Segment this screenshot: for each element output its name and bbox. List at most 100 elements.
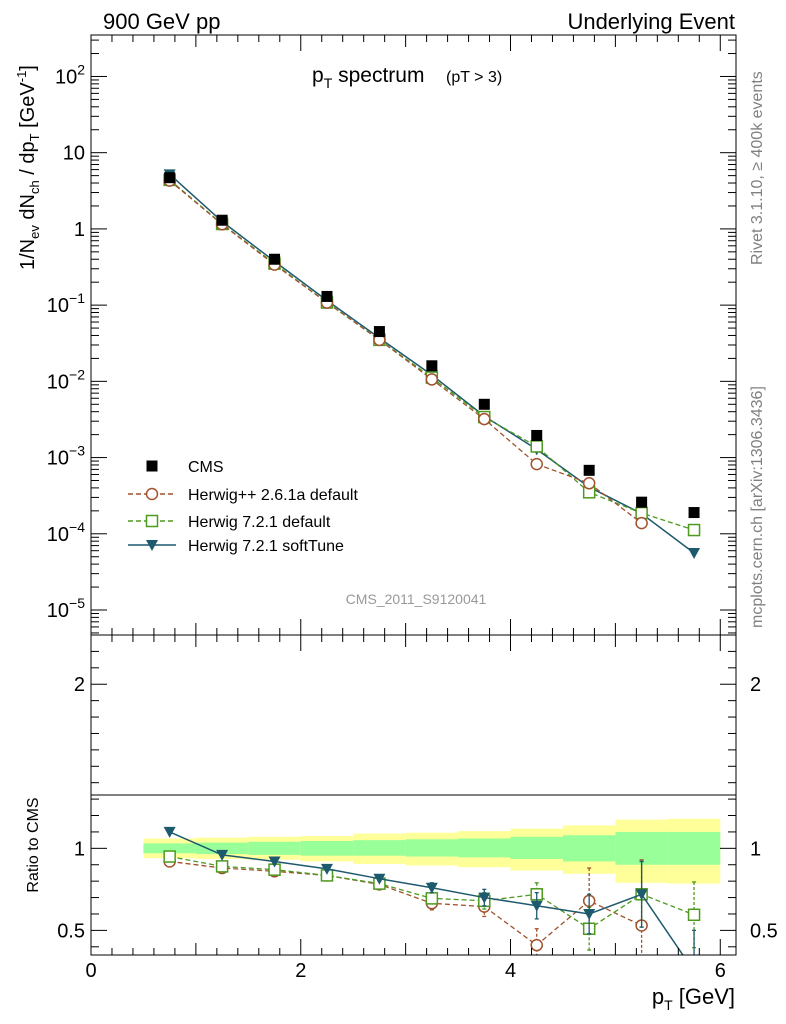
rivet-version-text: Rivet 3.1.10, ≥ 400k events xyxy=(749,71,766,265)
legend-entry-herwig-2-6-1a-default: Herwig++ 2.6.1a default xyxy=(128,487,358,504)
main-y-tick-label: 10−4 xyxy=(47,519,85,546)
green-band xyxy=(248,841,301,855)
data-point-cms xyxy=(164,172,176,184)
ratio-panel: 2 2 1 1 0.5 0.5 xyxy=(57,634,778,956)
data-point-herwig-2-6-1a-default xyxy=(530,457,543,471)
data-point-herwig-2-6-1a-default xyxy=(478,412,491,426)
series-herwig-7-2-1-default xyxy=(163,173,701,537)
legend-marker xyxy=(146,540,158,551)
header-right: Underlying Event xyxy=(567,9,735,34)
ratio-point-herwig-7-2-1-default xyxy=(687,908,701,922)
main-panel: 102 10 1 10−1 10−2 10−3 10−4 10−5 xyxy=(47,34,737,636)
x-tick-label: 4 xyxy=(505,960,516,982)
green-band xyxy=(458,838,511,858)
green-band xyxy=(143,843,196,854)
ratio-point-herwig-7-2-1-default xyxy=(425,892,439,905)
plot-title-cut: (pT > 3) xyxy=(446,69,502,86)
legend-label: Herwig++ 2.6.1a default xyxy=(188,487,358,504)
analysis-watermark: CMS_2011_S9120041 xyxy=(346,591,487,607)
ratio-line-herwig-2-6-1a-default xyxy=(169,860,642,946)
ratio-point-herwig-7-2-1-softtune xyxy=(163,826,176,838)
ratio-y-tick-label: 0.5 xyxy=(57,920,85,942)
x-tick-label: 2 xyxy=(295,960,306,982)
data-point-cms xyxy=(426,360,438,372)
ratio-point-herwig-7-2-1-default xyxy=(215,860,229,873)
main-y-tick-label: 102 xyxy=(55,61,85,88)
ratio-y-tick-label: 1 xyxy=(74,838,85,860)
legend-marker xyxy=(145,487,159,501)
ratio-y-tick-label: 2 xyxy=(74,674,85,696)
ratio-point-herwig-7-2-1-softtune xyxy=(216,849,229,861)
x-tick-label: 0 xyxy=(85,960,96,982)
data-point-cms xyxy=(583,464,595,476)
ratio-y-axis-label: Ratio to CMS xyxy=(25,797,42,892)
green-band xyxy=(562,835,616,862)
main-y-tick-label: 10−1 xyxy=(47,290,85,317)
data-point-herwig-2-6-1a-default xyxy=(635,516,648,530)
main-y-tick-label: 10 xyxy=(63,143,85,165)
series-line-herwig-7-2-1-default xyxy=(169,179,695,531)
ratio-series-herwig-7-2-1-softtune xyxy=(163,826,697,955)
x-tick-label: 6 xyxy=(715,960,726,982)
ratio-point-herwig-2-6-1a-default xyxy=(530,938,543,952)
main-y-tick-label: 10−5 xyxy=(47,595,85,622)
ratio-point-herwig-7-2-1-softtune xyxy=(583,908,596,920)
green-band xyxy=(510,836,563,859)
header-left: 900 GeV pp xyxy=(103,9,220,34)
ratio-uncertainty-bands xyxy=(143,818,721,884)
main-y-tick-label: 10−3 xyxy=(47,443,85,470)
ratio-point-herwig-7-2-1-default xyxy=(163,850,176,863)
ratio-point-herwig-7-2-1-softtune xyxy=(478,892,491,904)
ratio-point-herwig-7-2-1-softtune xyxy=(635,889,648,901)
ratio-point-herwig-7-2-1-softtune xyxy=(373,873,386,885)
main-y-tick-label: 1 xyxy=(74,219,85,241)
data-point-herwig-7-2-1-softtune xyxy=(688,547,701,559)
data-point-cms xyxy=(531,429,543,441)
main-series xyxy=(163,169,701,559)
series-herwig-2-6-1a-default xyxy=(163,174,648,530)
data-point-herwig-2-6-1a-default xyxy=(582,477,596,490)
legend-label: Herwig 7.2.1 softTune xyxy=(188,538,344,555)
data-point-cms xyxy=(373,326,385,338)
ratio-point-herwig-7-2-1-softtune xyxy=(425,882,438,894)
legend-entry-herwig-7-2-1-softtune: Herwig 7.2.1 softTune xyxy=(128,538,344,555)
green-band xyxy=(667,831,721,865)
legend-marker xyxy=(146,460,158,472)
data-point-herwig-7-2-1-default xyxy=(530,440,543,453)
data-point-herwig-2-6-1a-default xyxy=(425,373,439,386)
legend: CMS Herwig++ 2.6.1a default Herwig 7.2.1 d… xyxy=(128,459,358,555)
plot-title: pT spectrum xyxy=(312,64,424,91)
data-point-cms xyxy=(269,253,281,265)
main-y-tick-label: 10−2 xyxy=(47,366,85,393)
legend-label: Herwig 7.2.1 default xyxy=(188,514,331,531)
data-point-cms xyxy=(636,496,648,508)
mcplots-credit-text: mcplots.cern.ch [arXiv:1306.3436] xyxy=(749,386,766,628)
legend-entry-cms: CMS xyxy=(146,459,224,476)
green-band xyxy=(353,840,406,856)
ratio-y-axis-ticks: 2 2 1 1 0.5 0.5 xyxy=(57,650,778,948)
data-point-cms xyxy=(478,398,490,410)
main-y-axis-label: 1/Nev dNch / dpT [GeV-1] xyxy=(14,65,42,270)
ratio-series-herwig-2-6-1a-default xyxy=(163,855,648,955)
legend-label: CMS xyxy=(188,459,224,476)
green-band xyxy=(195,842,249,855)
green-band xyxy=(405,839,459,857)
data-point-cms xyxy=(216,214,228,226)
legend-entry-herwig-7-2-1-default: Herwig 7.2.1 default xyxy=(128,514,331,531)
ratio-y-tick-label-right: 0.5 xyxy=(750,920,778,942)
x-axis-ticks: 0 2 4 6 xyxy=(85,35,726,982)
series-line-herwig-2-6-1a-default xyxy=(169,180,643,524)
ratio-y-tick-label-right: 2 xyxy=(750,674,761,696)
ratio-point-herwig-7-2-1-softtune xyxy=(530,900,543,912)
ratio-point-herwig-7-2-1-softtune xyxy=(320,863,333,875)
legend-marker xyxy=(145,514,159,528)
ratio-series xyxy=(163,826,701,955)
ratio-y-tick-label-right: 1 xyxy=(750,838,761,860)
green-band xyxy=(300,840,354,856)
ratio-frame xyxy=(90,634,737,956)
x-axis-label: pT [GeV] xyxy=(652,984,735,1013)
series-cms xyxy=(164,172,700,519)
ratio-point-herwig-7-2-1-softtune xyxy=(268,856,281,868)
main-y-axis-ticks: 102 10 1 10−1 10−2 10−3 10−4 10−5 xyxy=(47,39,736,634)
